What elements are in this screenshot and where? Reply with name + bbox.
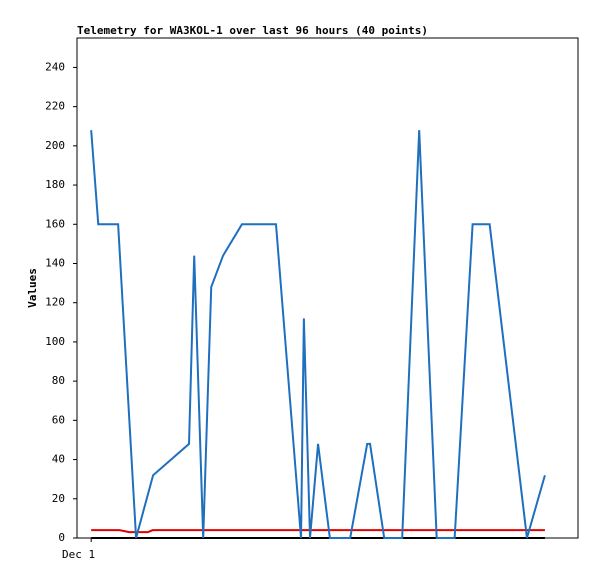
series-line — [90, 130, 546, 539]
y-tick-label: 40 — [52, 453, 65, 466]
y-tick-label: 200 — [45, 139, 65, 152]
chart-title: Telemetry for WA3KOL-1 over last 96 hour… — [77, 24, 428, 37]
y-tick-label: 220 — [45, 100, 65, 113]
y-axis-label: Values — [26, 268, 39, 308]
y-tick-label: 240 — [45, 60, 65, 73]
y-tick-label: 180 — [45, 178, 65, 191]
y-tick-label: 80 — [52, 374, 65, 387]
y-tick-label: 120 — [45, 296, 65, 309]
y-tick-label: 160 — [45, 217, 65, 230]
y-tick-label: 100 — [45, 335, 65, 348]
y-tick-label: 60 — [52, 413, 65, 426]
x-tick-label: Dec 1 — [62, 548, 95, 561]
y-tick-label: 0 — [58, 531, 65, 544]
y-tick-label: 20 — [52, 492, 65, 505]
plot-frame — [76, 37, 579, 539]
y-tick-label: 140 — [45, 256, 65, 269]
